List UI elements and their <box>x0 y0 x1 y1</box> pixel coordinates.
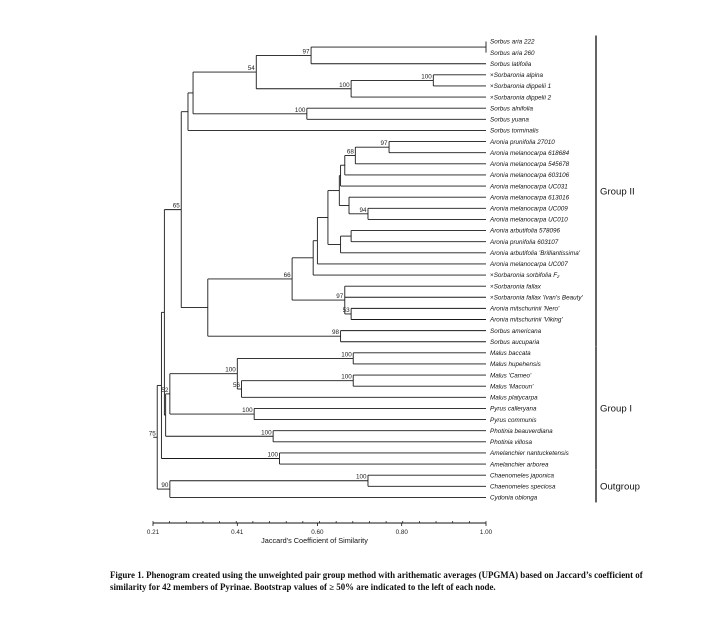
taxon-label: Photinia beauverdiana <box>490 428 553 435</box>
bootstrap-value: 100 <box>261 429 272 436</box>
taxon-label: Aronia melanocarpa 603106 <box>489 172 570 179</box>
bootstrap-value: 100 <box>421 73 432 80</box>
phenogram: 97 100 100 54 100 97 68 94 53 97 66 98 65 100 100 56 100… <box>147 35 640 545</box>
taxon-label: Aronia melanocarpa UC007 <box>489 261 568 268</box>
bootstrap-value: 94 <box>359 207 367 214</box>
bootstrap-value: 97 <box>381 140 389 147</box>
taxon-label: Pyrus calleryana <box>490 406 537 413</box>
taxon-labels: Sorbus aria 222 Sorbus aria 260 Sorbus lat… <box>489 39 583 502</box>
bootstrap-value: 100 <box>339 82 350 89</box>
bootstrap-value: 98 <box>332 329 340 336</box>
taxon-label: Sorbus alnifolia <box>490 105 534 112</box>
bootstrap-value: 54 <box>248 65 256 72</box>
bootstrap-value: 68 <box>347 148 355 155</box>
taxon-label: Pyrus communis <box>490 417 537 424</box>
taxon-label: Chaenomeles japonica <box>490 472 555 479</box>
axis-major-ticks: 0.21 0.41 0.60 0.80 1.00 <box>147 523 493 536</box>
bootstrap-value: 90 <box>161 482 169 489</box>
dendrogram-branches <box>153 41 487 498</box>
tick-label: 0.60 <box>311 529 324 536</box>
taxon-label: Sorbus aria 222 <box>490 39 535 46</box>
figure-caption: Figure 1. Phenogram created using the un… <box>110 570 643 592</box>
taxon-label: ×Sorbaronia sorbifolia F₂ <box>490 272 560 279</box>
bootstrap-value: 97 <box>303 48 311 55</box>
taxon-label: Amelanchier nantucketensis <box>489 450 570 457</box>
bootstrap-value: 75 <box>149 430 157 437</box>
tick-label: 1.00 <box>480 529 493 536</box>
taxon-label: Sorbus americana <box>490 328 542 335</box>
bootstrap-value: 56 <box>233 382 241 389</box>
bootstrap-value: 53 <box>343 307 351 314</box>
taxon-label: Malus hupehensis <box>490 361 542 368</box>
taxon-label: Sorbus aucuparia <box>490 339 540 346</box>
taxon-label: Aronia melanocarpa UC010 <box>489 217 568 224</box>
bootstrap-value: 100 <box>267 452 278 459</box>
axis-title: Jaccard's Coefficient of Similarity <box>261 536 368 545</box>
bootstrap-values: 97 100 100 54 100 97 68 94 53 97 66 98 65 100 100 56 100… <box>149 48 433 489</box>
taxon-label: Malus 'Macoun' <box>490 383 534 390</box>
bootstrap-value: 100 <box>295 107 306 114</box>
tick-label: 0.41 <box>231 529 244 536</box>
taxon-label: Aronia melanocarpa 618684 <box>489 150 570 157</box>
taxon-label: Photinia villosa <box>490 439 533 446</box>
taxon-label: Cydonia oblonga <box>490 495 538 502</box>
taxon-label: Aronia arbutifolia 578096 <box>489 228 561 235</box>
taxon-label: Aronia arbutifolia 'Brilliantissima' <box>489 250 581 257</box>
taxon-label: ×Sorbaronia dippelii 2 <box>490 94 552 101</box>
bootstrap-value: 97 <box>336 293 344 300</box>
taxon-label: Sorbus latifolia <box>490 61 532 68</box>
group-label: Group II <box>600 187 635 198</box>
taxon-label: Aronia melanocarpa UC031 <box>489 183 568 190</box>
bootstrap-value: 52 <box>161 387 169 394</box>
group-label: Group I <box>600 403 632 414</box>
taxon-label: Aronia prunifolia 27010 <box>489 139 555 146</box>
taxon-label: ×Sorbaronia fallax 'Ivan's Beauty' <box>490 294 583 301</box>
tick-label: 0.80 <box>396 529 409 536</box>
similarity-axis: 0.21 0.41 0.60 0.80 1.00 Jaccard's Coefficie… <box>147 521 493 545</box>
taxon-label: Sorbus yuana <box>490 117 529 124</box>
taxon-label: ×Sorbaronia alpina <box>490 72 544 79</box>
taxon-label: Aronia mitschurinii 'Nero' <box>489 306 560 313</box>
taxon-label: Malus baccata <box>490 350 531 357</box>
bootstrap-value: 100 <box>341 374 352 381</box>
bootstrap-value: 100 <box>225 367 236 374</box>
bootstrap-value: 100 <box>356 474 367 481</box>
taxon-label: Sorbus aria 260 <box>490 50 535 57</box>
taxon-label: Malus 'Cameo' <box>490 372 532 379</box>
taxon-label: Sorbus torminalis <box>490 128 539 135</box>
bootstrap-value: 100 <box>242 407 253 414</box>
bootstrap-value: 66 <box>284 272 292 279</box>
taxon-label: Aronia mitschurinii 'Viking' <box>489 317 563 324</box>
taxon-label: ×Sorbaronia fallax <box>490 283 542 290</box>
taxon-label: Amelanchier arborea <box>489 461 549 468</box>
taxon-label: Malus platycarpa <box>490 395 538 402</box>
taxon-label: Aronia prunifolia 603107 <box>489 239 559 246</box>
taxon-label: ×Sorbaronia dippelii 1 <box>490 83 551 90</box>
taxon-label: Aronia melanocarpa UC009 <box>489 206 568 213</box>
group-label: Outgroup <box>600 481 640 492</box>
taxon-label: Aronia melanocarpa 545678 <box>489 161 570 168</box>
tick-label: 0.21 <box>147 529 160 536</box>
bootstrap-value: 65 <box>173 203 181 210</box>
group-brackets: Group II Group I Outgroup <box>595 35 640 503</box>
taxon-label: Chaenomeles speciosa <box>490 484 556 491</box>
taxon-label: Aronia melanocarpa 613016 <box>489 194 570 201</box>
axis-minor-ticks <box>152 521 487 523</box>
bootstrap-value: 100 <box>341 351 352 358</box>
